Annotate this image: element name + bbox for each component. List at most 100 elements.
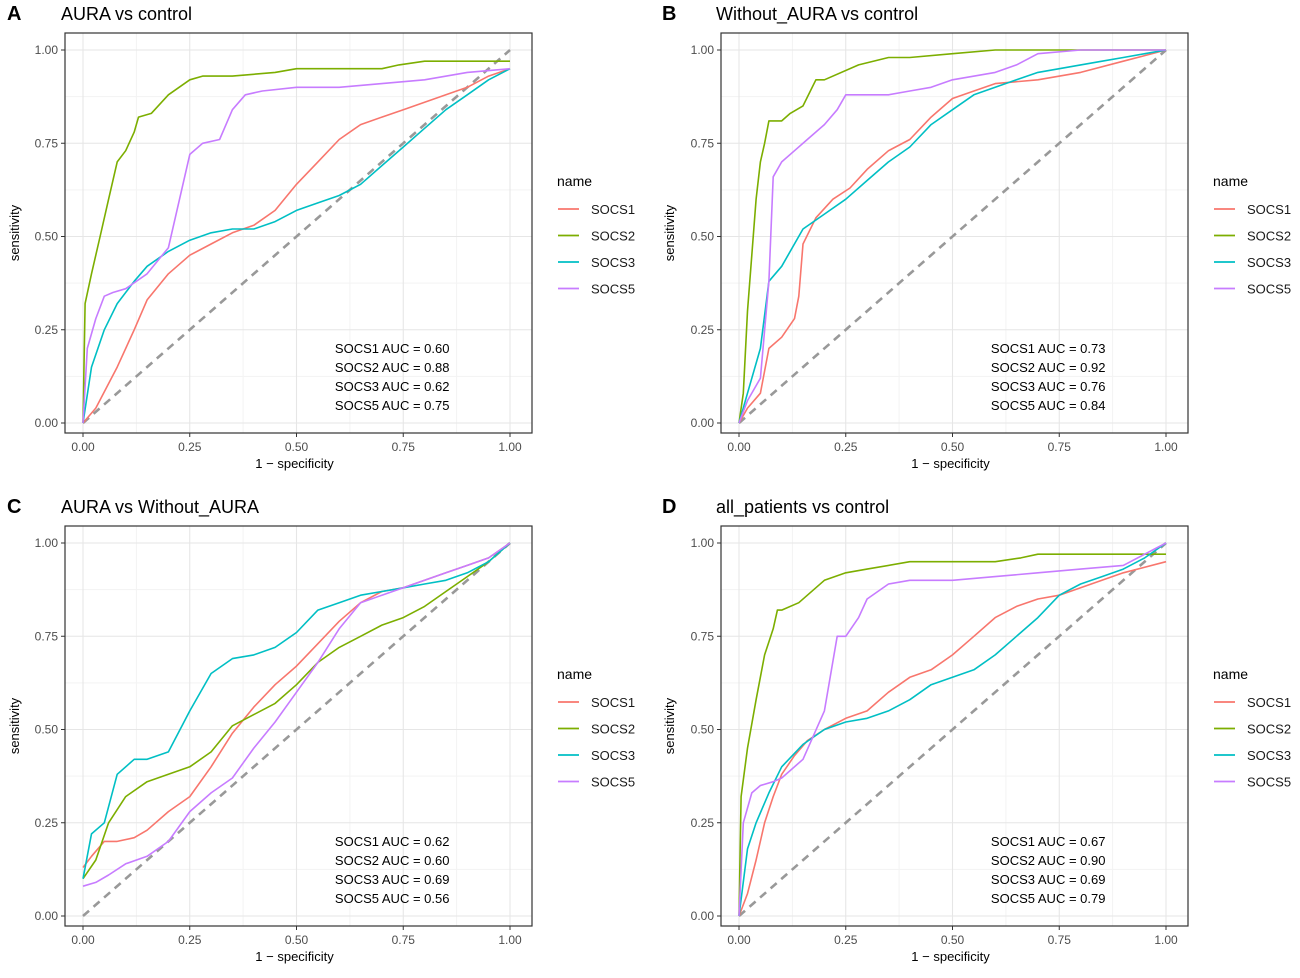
roc-curve-socs2	[82, 542, 511, 880]
legend-label: SOCS5	[1247, 775, 1291, 790]
diagonal-reference-line	[82, 49, 511, 424]
panel-border	[720, 32, 1189, 434]
legend-title: name	[557, 666, 592, 682]
y-tick-label: 1.00	[691, 43, 715, 57]
auc-annotations: SOCS1 AUC = 0.73 SOCS2 AUC = 0.92 SOCS3 AU…	[991, 341, 1106, 413]
x-tick-label: 0.75	[392, 440, 416, 454]
y-tick-label: 1.00	[35, 43, 59, 57]
roc-curve-socs5	[738, 49, 1166, 424]
y-tick-label: 0.25	[35, 816, 59, 830]
y-tick-label: 0.25	[691, 816, 715, 830]
x-tick-label: 0.50	[285, 933, 309, 947]
plot-area	[721, 526, 1188, 926]
legend-label: SOCS3	[1247, 748, 1291, 763]
legend-title: name	[557, 173, 592, 189]
x-axis-label: 1 − specificity	[255, 949, 334, 964]
roc-curves	[738, 49, 1167, 424]
legend-item-socs3: SOCS3	[558, 748, 635, 763]
y-tick-label: 0.75	[691, 629, 715, 643]
legend: name SOCS1 SOCS2 SOCS3 SOCS5	[557, 666, 635, 790]
y-tick-label: 0.50	[691, 230, 715, 244]
legend: name SOCS1 SOCS2 SOCS3 SOCS5	[557, 173, 635, 297]
x-tick-label: 0.25	[834, 933, 858, 947]
grid-lines	[65, 33, 532, 433]
x-axis-label: 1 − specificity	[911, 456, 990, 471]
legend-label: SOCS3	[591, 748, 635, 763]
panel-border	[720, 525, 1189, 927]
legend-item-socs3: SOCS3	[1214, 255, 1291, 270]
y-axis-label: sensitivity	[662, 204, 677, 261]
legend-title: name	[1213, 666, 1248, 682]
y-axis-label: sensitivity	[7, 204, 22, 261]
panel-title: AURA vs Without_AURA	[61, 497, 259, 518]
roc-panel-c: C AURA vs Without_AURA 0.00 0.25 0.50 0.75 1.0…	[7, 496, 635, 964]
legend-item-socs2: SOCS2	[1214, 229, 1291, 244]
axes: 0.00 0.25 0.50 0.75 1.00 0.00 0.25 0.50 0.75 1.00…	[7, 43, 522, 471]
legend-title: name	[1213, 173, 1248, 189]
legend-item-socs3: SOCS3	[558, 255, 635, 270]
auc-annotation: SOCS2 AUC = 0.92	[991, 360, 1106, 375]
legend-label: SOCS1	[1247, 695, 1291, 710]
x-tick-label: 0.50	[941, 933, 965, 947]
legend: name SOCS1 SOCS2 SOCS3 SOCS5	[1213, 173, 1291, 297]
y-tick-label: 0.50	[35, 723, 59, 737]
auc-annotation: SOCS1 AUC = 0.67	[991, 834, 1106, 849]
grid-lines	[721, 526, 1188, 926]
roc-curves	[82, 60, 511, 424]
roc-curve-socs5	[738, 542, 1167, 917]
x-axis-label: 1 − specificity	[255, 456, 334, 471]
plot-area	[65, 33, 532, 433]
legend-label: SOCS2	[1247, 722, 1291, 737]
y-tick-label: 0.75	[691, 136, 715, 150]
y-tick-label: 0.00	[691, 909, 715, 923]
legend-label: SOCS1	[591, 695, 635, 710]
auc-annotation: SOCS5 AUC = 0.75	[335, 398, 450, 413]
x-tick-label: 0.75	[392, 933, 416, 947]
x-tick-label: 0.25	[834, 440, 858, 454]
x-tick-label: 0.25	[178, 440, 202, 454]
roc-curve-socs1	[738, 560, 1167, 917]
auc-annotation: SOCS5 AUC = 0.56	[335, 891, 450, 906]
roc-curve-socs1	[738, 49, 1167, 424]
panel-title: AURA vs control	[61, 4, 192, 24]
legend-label: SOCS5	[591, 775, 635, 790]
panel-title: all_patients vs control	[716, 497, 889, 518]
roc-curve-socs2	[82, 60, 510, 424]
x-tick-label: 0.00	[71, 933, 95, 947]
legend-item-socs5: SOCS5	[1214, 775, 1291, 790]
grid-lines	[65, 526, 532, 926]
roc-curve-socs3	[82, 542, 511, 879]
y-tick-label: 0.25	[691, 323, 715, 337]
legend-item-socs3: SOCS3	[1214, 748, 1291, 763]
legend-label: SOCS3	[1247, 255, 1291, 270]
axes: 0.00 0.25 0.50 0.75 1.00 0.00 0.25 0.50 0.75 1.00…	[7, 536, 522, 964]
legend-item-socs5: SOCS5	[558, 775, 635, 790]
y-tick-label: 1.00	[691, 536, 715, 550]
y-axis-label: sensitivity	[662, 697, 677, 754]
legend-label: SOCS5	[1247, 282, 1291, 297]
auc-annotations: SOCS1 AUC = 0.60 SOCS2 AUC = 0.88 SOCS3 AU…	[335, 341, 450, 413]
y-axis-label: sensitivity	[7, 697, 22, 754]
legend-item-socs2: SOCS2	[558, 229, 635, 244]
y-tick-label: 0.50	[691, 723, 715, 737]
roc-panel-b: B Without_AURA vs control 0.00 0.25 0.50 0.75…	[662, 3, 1291, 471]
x-tick-label: 1.00	[1154, 933, 1178, 947]
auc-annotation: SOCS2 AUC = 0.60	[335, 853, 450, 868]
plot-area	[721, 33, 1188, 433]
grid-lines	[721, 33, 1188, 433]
y-tick-label: 0.25	[35, 323, 59, 337]
panel-letter: B	[662, 3, 676, 25]
y-tick-label: 0.75	[35, 136, 59, 150]
roc-curve-socs3	[738, 49, 1167, 424]
auc-annotations: SOCS1 AUC = 0.62 SOCS2 AUC = 0.60 SOCS3 AU…	[335, 834, 450, 906]
diagonal-reference-line	[738, 542, 1167, 917]
x-tick-label: 0.75	[1048, 440, 1072, 454]
y-tick-label: 0.00	[35, 909, 59, 923]
auc-annotation: SOCS3 AUC = 0.69	[991, 872, 1106, 887]
x-tick-label: 0.75	[1048, 933, 1072, 947]
legend-item-socs1: SOCS1	[558, 202, 635, 217]
auc-annotation: SOCS3 AUC = 0.62	[335, 379, 450, 394]
auc-annotation: SOCS3 AUC = 0.76	[991, 379, 1106, 394]
